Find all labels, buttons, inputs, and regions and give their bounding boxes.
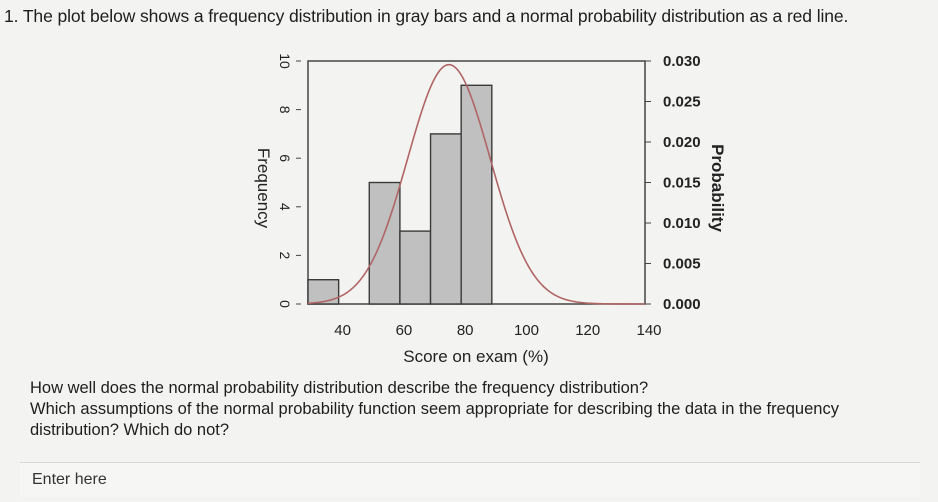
x-tick-label-2: 80 bbox=[457, 322, 474, 339]
x-tick-label-3: 100 bbox=[514, 322, 539, 339]
y2-tick-label-4: 0.020 bbox=[663, 134, 701, 151]
y-tick-label-1: 2 bbox=[277, 252, 293, 260]
y2-tick-label-6: 0.030 bbox=[663, 53, 701, 70]
y-axis-ticks: 0 2 4 6 8 10 bbox=[277, 53, 301, 308]
prompt-line-2: Which assumptions of the normal probabil… bbox=[30, 400, 839, 418]
bars-group bbox=[307, 84, 493, 305]
y2-tick-label-1: 0.005 bbox=[663, 256, 701, 273]
x-tick-label-0: 40 bbox=[334, 322, 351, 339]
answer-input[interactable]: Enter here bbox=[20, 462, 920, 497]
prompt-line-3: distribution? Which do not? bbox=[30, 421, 230, 439]
y-axis-label: Frequency bbox=[254, 148, 273, 229]
x-tick-label-5: 140 bbox=[636, 322, 661, 339]
y-tick-label-5: 10 bbox=[277, 53, 293, 69]
y-tick-label-4: 8 bbox=[277, 106, 293, 114]
question-text: 1. The plot below shows a frequency dist… bbox=[4, 6, 849, 26]
bar-3 bbox=[429, 133, 462, 305]
y2-axis-ticks: 0.000 0.005 0.010 0.015 0.020 0.025 0.030 bbox=[645, 53, 701, 313]
x-axis-label: Score on exam (%) bbox=[403, 347, 549, 366]
answer-placeholder: Enter here bbox=[32, 471, 107, 488]
prompt-line-1: How well does the normal probability dis… bbox=[30, 379, 649, 397]
y2-tick-label-3: 0.015 bbox=[663, 175, 701, 192]
prompt-text: How well does the normal probability dis… bbox=[30, 378, 910, 441]
y2-tick-label-0: 0.000 bbox=[663, 296, 701, 313]
x-tick-label-4: 120 bbox=[575, 322, 600, 339]
y-tick-label-2: 4 bbox=[277, 203, 293, 211]
y-tick-label-0: 0 bbox=[277, 300, 293, 308]
bar-0 bbox=[307, 279, 340, 305]
normal-curve bbox=[307, 63, 645, 305]
y2-axis-label: Probability bbox=[708, 144, 727, 232]
x-axis-ticks: 40 60 80 100 120 140 bbox=[334, 322, 661, 339]
y2-tick-label-5: 0.025 bbox=[663, 94, 701, 111]
bar-4 bbox=[460, 84, 493, 305]
x-tick-label-1: 60 bbox=[396, 322, 413, 339]
y-tick-label-3: 6 bbox=[277, 154, 293, 162]
bar-2 bbox=[399, 230, 432, 305]
y2-tick-label-2: 0.010 bbox=[663, 215, 701, 232]
